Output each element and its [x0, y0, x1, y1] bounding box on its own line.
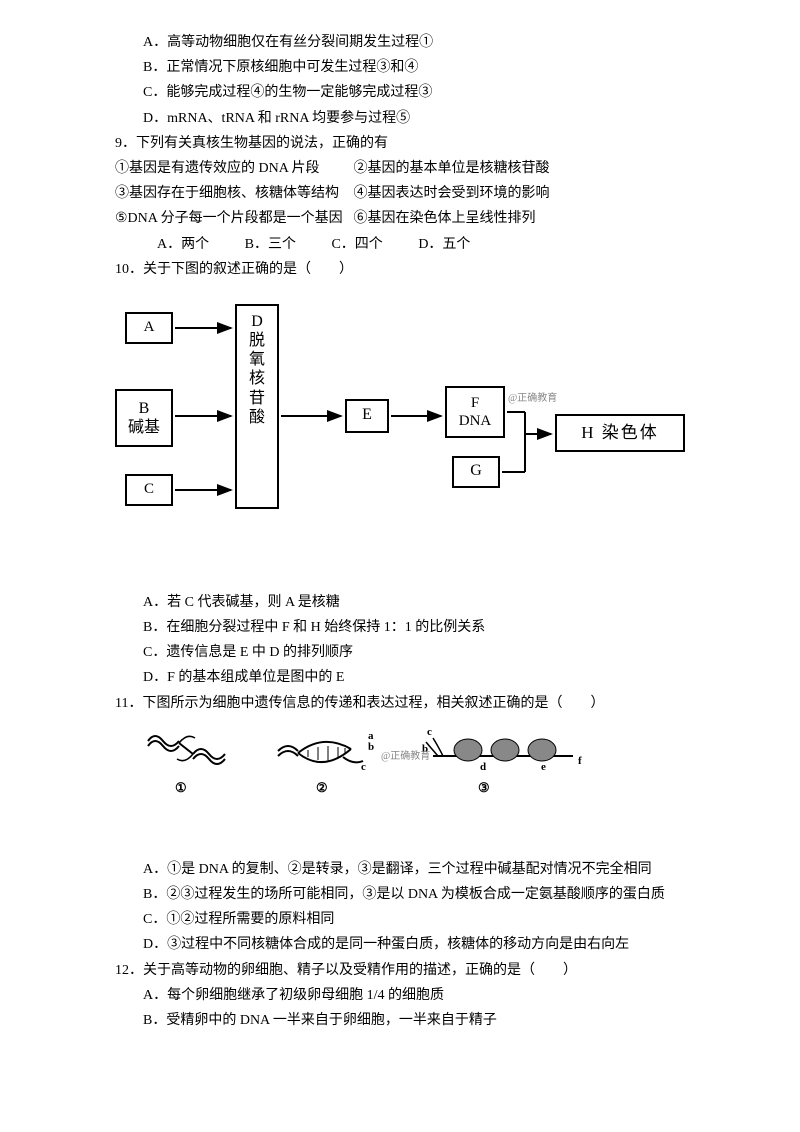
q9-opt-d: D．五个 — [418, 232, 470, 257]
q10-arrows — [115, 294, 715, 524]
q11-lc: c — [361, 758, 366, 778]
q9-s4: ④基因表达时会受到环境的影响 — [354, 186, 550, 201]
q11-label-3: ③ — [478, 776, 490, 799]
q8-opt-b: B．正常情况下原核细胞中可发生过程③和④ — [115, 55, 710, 80]
q10-opt-d: D．F 的基本组成单位是图中的 E — [115, 665, 710, 690]
q8-opt-a: A．高等动物细胞仅在有丝分裂间期发生过程① — [115, 30, 710, 55]
q11-opt-b: B．②③过程发生的场所可能相同，③是以 DNA 为模板合成一定氨基酸顺序的蛋白质 — [115, 882, 710, 907]
q10-box-c: C — [125, 474, 173, 506]
q11-opt-a: A．①是 DNA 的复制、②是转录，③是翻译，三个过程中碱基配对情况不完全相同 — [115, 857, 710, 882]
q11-lb: b — [368, 738, 374, 758]
q8-opt-d: D．mRNA、tRNA 和 rRNA 均要参与过程⑤ — [115, 106, 710, 131]
q9-stem: 9．下列有关真核生物基因的说法，正确的有 — [115, 131, 710, 156]
q10-diagram: A B 碱基 C D 脱 氧 核 苷 酸 E F DNA G H 染色体 @正确… — [115, 294, 710, 524]
q10-opt-c: C．遗传信息是 E 中 D 的排列顺序 — [115, 640, 710, 665]
q10-stem: 10．关于下图的叙述正确的是（ ） — [115, 257, 710, 282]
q11-label-2: ② — [316, 776, 328, 799]
q9-opt-a: A．两个 — [157, 232, 209, 257]
q10-box-a: A — [125, 312, 173, 344]
q11-le: e — [541, 758, 546, 778]
q9-opt-c: C．四个 — [331, 232, 382, 257]
q9-s3: ③基因存在于细胞核、核糖体等结构 — [115, 181, 350, 206]
q9-s2: ②基因的基本单位是核糖核苷酸 — [354, 161, 550, 176]
q9-options: A．两个 B．三个 C．四个 D．五个 — [115, 232, 710, 257]
q12-opt-b: B．受精卵中的 DNA 一半来自于卵细胞，一半来自于精子 — [115, 1008, 710, 1033]
q9-opt-b: B．三个 — [245, 232, 296, 257]
q11-stem: 11．下图所示为细胞中遗传信息的传递和表达过程，相关叙述正确的是（ ） — [115, 691, 710, 716]
q11-ld: d — [480, 758, 486, 778]
q10-box-b: B 碱基 — [115, 389, 173, 447]
watermark2: @正确教育 — [381, 748, 430, 766]
q10-opt-b: B．在细胞分裂过程中 F 和 H 始终保持 1：1 的比例关系 — [115, 615, 710, 640]
q9-sub-row3: ⑤DNA 分子每一个片段都是一个基因 ⑥基因在染色体上呈线性排列 — [115, 206, 710, 231]
q10-box-h: H 染色体 — [555, 414, 685, 452]
q9-s5: ⑤DNA 分子每一个片段都是一个基因 — [115, 206, 350, 231]
q10-opt-a: A．若 C 代表碱基，则 A 是核糖 — [115, 590, 710, 615]
q11-opt-c: C．①②过程所需要的原料相同 — [115, 907, 710, 932]
q12-opt-a: A．每个卵细胞继承了初级卵母细胞 1/4 的细胞质 — [115, 983, 710, 1008]
q8-opt-c: C．能够完成过程④的生物一定能够完成过程③ — [115, 80, 710, 105]
q9-sub-row1: ①基因是有遗传效应的 DNA 片段 ②基因的基本单位是核糖核苷酸 — [115, 156, 710, 181]
q11-sub1 — [143, 726, 233, 781]
q9-s1: ①基因是有遗传效应的 DNA 片段 — [115, 156, 350, 181]
q11-sub2 — [273, 731, 393, 781]
q11-lf: f — [578, 752, 582, 772]
q11-opt-d: D．③过程中不同核糖体合成的是同一种蛋白质，核糖体的移动方向是由右向左 — [115, 932, 710, 957]
q10-box-g: G — [452, 456, 500, 488]
q11-sub3 — [423, 726, 593, 781]
q12-stem: 12．关于高等动物的卵细胞、精子以及受精作用的描述，正确的是（ ） — [115, 958, 710, 983]
q10-box-f: F DNA — [445, 386, 505, 438]
watermark: @正确教育 — [508, 390, 557, 408]
q11-diagram: ① a b c ② c b d e f ③ @正确教育 — [143, 726, 710, 801]
q11-label-1: ① — [175, 776, 187, 799]
q10-box-e: E — [345, 399, 389, 433]
q9-s6: ⑥基因在染色体上呈线性排列 — [354, 211, 536, 226]
q10-box-d: D 脱 氧 核 苷 酸 — [235, 304, 279, 509]
q9-sub-row2: ③基因存在于细胞核、核糖体等结构 ④基因表达时会受到环境的影响 — [115, 181, 710, 206]
